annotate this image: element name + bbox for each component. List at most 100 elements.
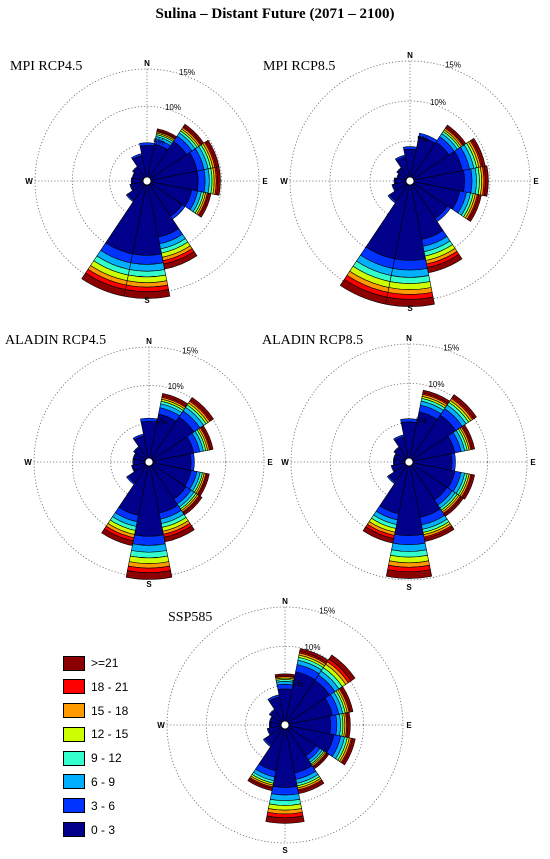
legend-label: 6 - 9 xyxy=(91,774,116,789)
sector-5 xyxy=(412,181,482,222)
sector-10-class-1 xyxy=(262,738,272,748)
sector-12-class-1 xyxy=(392,458,395,466)
sector-10-class-1 xyxy=(386,475,396,485)
legend-swatch xyxy=(63,822,85,838)
direction-label-e: E xyxy=(530,458,536,467)
center-hole xyxy=(142,176,152,186)
sector-8 xyxy=(125,465,173,580)
sector-3-class-7 xyxy=(462,424,475,450)
ring-label-10: 10% xyxy=(304,643,320,652)
legend-label: 15 - 18 xyxy=(91,703,129,718)
sector-15-class-1 xyxy=(394,154,406,161)
ring-label-5: 5% xyxy=(417,135,429,144)
sector-8-class-1 xyxy=(132,534,166,546)
legend-swatch xyxy=(63,750,85,766)
sector-6 xyxy=(286,726,330,770)
legend-label: 0 - 3 xyxy=(91,822,116,837)
wind-rose-aladin-rcp45: 5% 10% 15% N E S W xyxy=(24,337,273,589)
direction-label-w: W xyxy=(157,721,165,730)
legend-label: >=21 xyxy=(91,656,119,670)
sector-8 xyxy=(123,184,171,299)
sector-5-class-7 xyxy=(462,474,475,500)
sector-8-class-7 xyxy=(265,815,305,824)
ring-label-15: 15% xyxy=(179,68,195,77)
sector-15 xyxy=(267,694,285,723)
sector-4-class-7 xyxy=(215,166,221,196)
ring-15 xyxy=(166,606,404,844)
sector-2-class-7 xyxy=(451,394,477,420)
sector-0-class-1 xyxy=(402,146,418,150)
wind-rose-aladin-rcp85: 5% 10% 15% N E S W xyxy=(281,334,536,592)
legend-swatch xyxy=(63,703,85,719)
sector-7 xyxy=(410,183,463,274)
ring-label-15: 15% xyxy=(182,346,198,355)
sector-15 xyxy=(132,433,149,460)
legend-swatch xyxy=(63,655,85,671)
sector-15-class-1 xyxy=(132,433,145,441)
legend-item: 6 - 9 xyxy=(63,772,135,792)
sector-4 xyxy=(150,166,221,196)
sector-12-class-1 xyxy=(393,177,396,185)
ring-label-10: 10% xyxy=(430,98,446,107)
sector-2-class-7 xyxy=(190,397,214,421)
direction-label-s: S xyxy=(144,296,150,305)
sector-8-class-1 xyxy=(130,253,164,265)
sector-0 xyxy=(274,673,296,722)
sector-9 xyxy=(247,727,285,791)
legend-swatch xyxy=(63,798,85,814)
sector-1 xyxy=(147,128,178,179)
direction-label-e: E xyxy=(533,177,539,186)
sector-9-class-7 xyxy=(81,272,126,297)
sector-15-class-1 xyxy=(393,434,405,442)
sector-7 xyxy=(147,183,198,270)
sector-11-class-1 xyxy=(129,183,134,192)
ring-label-5: 5% xyxy=(153,137,165,146)
direction-label-s: S xyxy=(406,583,412,592)
ring-label-10: 10% xyxy=(428,380,444,389)
center-hole xyxy=(405,176,415,186)
panel-label-aladin-rcp45: ALADIN RCP4.5 xyxy=(5,333,107,348)
direction-label-s: S xyxy=(407,304,413,313)
sector-10-class-1 xyxy=(387,194,397,204)
sector-8-class-7 xyxy=(385,569,433,579)
legend-swatch xyxy=(63,774,85,790)
sector-4-class-1 xyxy=(189,452,195,472)
ring-label-5: 5% xyxy=(156,417,168,426)
sector-5-class-7 xyxy=(467,194,482,222)
sector-4-class-7 xyxy=(483,165,489,197)
sector-11-class-1 xyxy=(390,464,396,473)
ring-15 xyxy=(34,68,260,294)
sector-4-class-1 xyxy=(329,714,338,736)
direction-label-w: W xyxy=(281,458,289,467)
sector-10-class-1 xyxy=(125,193,135,203)
legend-label: 9 - 12 xyxy=(91,751,122,766)
sector-10 xyxy=(126,463,148,485)
sector-15-class-1 xyxy=(267,694,280,702)
sector-8 xyxy=(385,465,433,579)
ring-label-15: 15% xyxy=(443,344,459,353)
wind-rose-mpi-rcp85: 5% 10% 15% N E S W xyxy=(280,51,539,313)
sector-4 xyxy=(288,711,351,739)
wind-rose-mpi-rcp45: 5% 10% 15% N E S W xyxy=(25,59,268,305)
sector-9-class-7 xyxy=(362,526,395,544)
center-hole xyxy=(404,457,414,467)
sector-11-class-1 xyxy=(266,727,272,736)
sector-9 xyxy=(81,183,147,297)
ring-15 xyxy=(289,60,531,302)
sector-12-class-1 xyxy=(132,458,135,466)
sector-8-class-1 xyxy=(392,533,426,545)
sector-5-class-7 xyxy=(198,192,212,218)
ring-label-5: 5% xyxy=(292,680,304,689)
center-hole xyxy=(144,457,154,467)
wind-rose-ssp585: 5% 10% 15% N E S W xyxy=(157,597,412,855)
sector-2 xyxy=(410,394,477,461)
direction-label-s: S xyxy=(282,846,288,855)
panel-label-aladin-rcp85: ALADIN RCP8.5 xyxy=(262,333,364,348)
sector-5 xyxy=(149,181,212,218)
legend-swatch xyxy=(63,679,85,695)
direction-label-s: S xyxy=(146,580,152,589)
direction-label-w: W xyxy=(24,458,32,467)
sector-2 xyxy=(148,123,205,180)
sector-4-class-1 xyxy=(463,168,473,194)
